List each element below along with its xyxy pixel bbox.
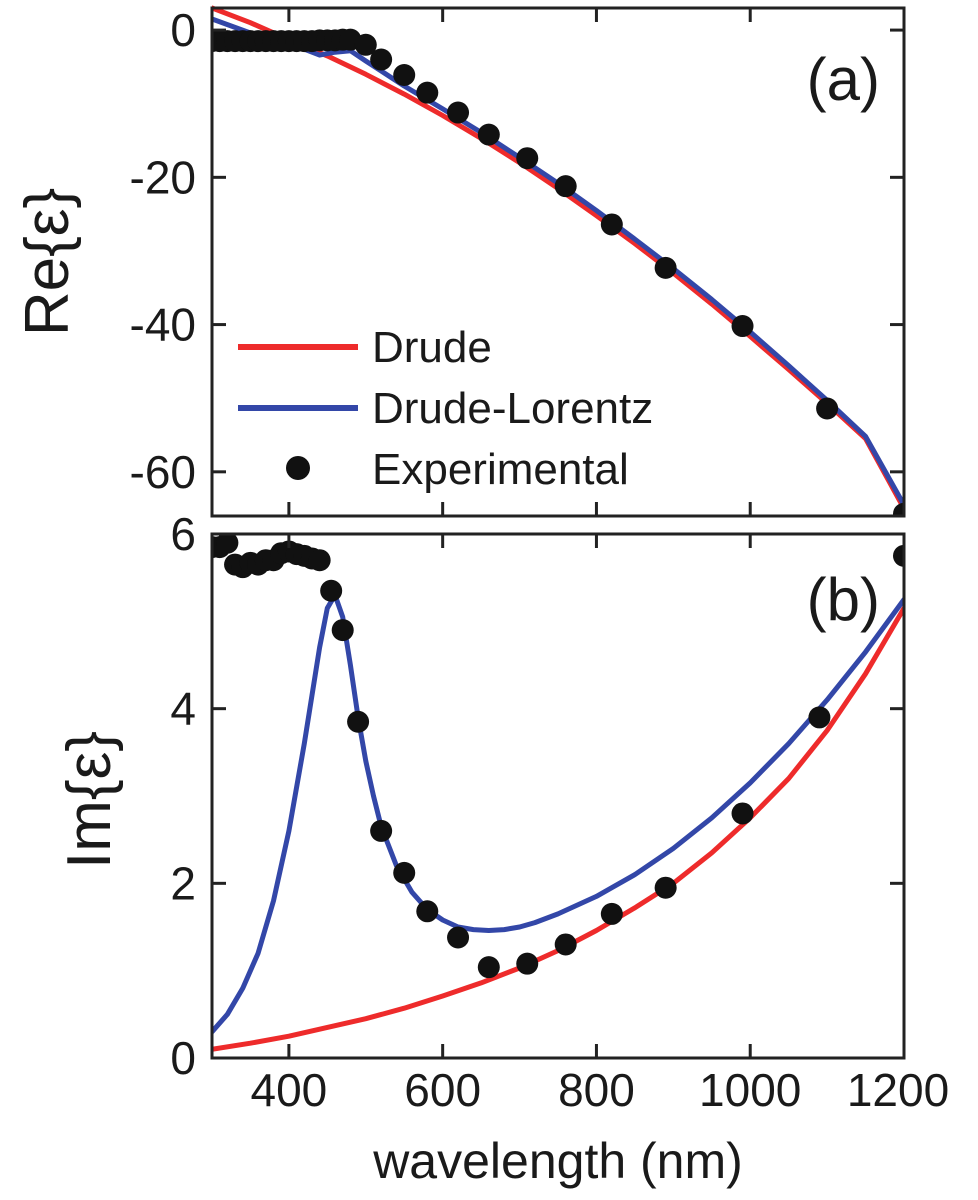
legend-label-experimental: Experimental bbox=[372, 445, 629, 494]
panel-b-experimental-point bbox=[416, 900, 439, 923]
panel-b-xtick-label: 1000 bbox=[699, 1064, 801, 1116]
panel-a-experimental-point bbox=[654, 256, 677, 279]
panel-b-xtick-label: 800 bbox=[558, 1064, 635, 1116]
panel-b-experimental-point bbox=[320, 579, 343, 602]
legend-marker-experimental bbox=[286, 456, 310, 480]
panel-a-experimental-point bbox=[370, 48, 393, 71]
panel-b-ytick-label: 0 bbox=[170, 1032, 196, 1084]
panel-b-experimental-point bbox=[516, 952, 539, 975]
panel-a-ytick-label: -60 bbox=[130, 446, 196, 498]
panel-a-experimental-point bbox=[731, 315, 754, 338]
panel-b-ytick-label: 6 bbox=[170, 508, 196, 560]
panel-b-label: (b) bbox=[807, 566, 880, 633]
panel-a-experimental-point bbox=[554, 175, 577, 198]
panel-a-ytick-label: -20 bbox=[130, 151, 196, 203]
panel-a-experimental-point bbox=[477, 123, 500, 146]
panel-a-ylabel: Re{ε} bbox=[13, 188, 82, 336]
panel-a-label: (a) bbox=[807, 46, 880, 113]
panel-a-experimental-point bbox=[816, 397, 839, 420]
panel-a-drude-line bbox=[212, 5, 904, 512]
panel-a-experimental-point bbox=[416, 81, 439, 104]
panel-a-experimental-point bbox=[354, 33, 377, 56]
panel-b-ytick-label: 4 bbox=[170, 683, 196, 735]
panel-a-ytick-label: 0 bbox=[170, 4, 196, 56]
panel-b-frame bbox=[210, 532, 906, 1060]
panel-b-xtick-label: 400 bbox=[251, 1064, 328, 1116]
panel-b-xlabel: wavelength (nm) bbox=[372, 1133, 743, 1189]
panel-a-frame bbox=[210, 6, 906, 518]
panel-a-experimental-point bbox=[393, 63, 416, 86]
panel-b-experimental-point bbox=[731, 802, 754, 825]
panel-b-experimental-point bbox=[447, 926, 470, 949]
panel-b-xtick-label: 600 bbox=[404, 1064, 481, 1116]
panel-b-experimental-point bbox=[216, 534, 239, 554]
legend-label-drude-lorentz: Drude-Lorentz bbox=[372, 384, 653, 433]
panel-b-ytick-label: 2 bbox=[170, 857, 196, 909]
panel-b-experimental-point bbox=[308, 549, 331, 572]
panel-b-experimental-point bbox=[808, 706, 831, 729]
panel-a: 0 -20 -40 -60 (a) Re{ε} Drude Drude-Lorentz… bbox=[13, 4, 906, 518]
panel-b-drude-lorentz-line bbox=[212, 592, 904, 1035]
panel-a-ytick-label: -40 bbox=[130, 299, 196, 351]
panel-b-experimental-point bbox=[370, 819, 393, 842]
panel-b-experimental-point bbox=[477, 956, 500, 979]
panel-a-drude-lorentz-line bbox=[212, 16, 904, 508]
panel-b-xtick-label: 1200 bbox=[847, 1064, 949, 1116]
panel-a-experimental-point bbox=[447, 101, 470, 124]
panel-a-experimental-point bbox=[893, 502, 904, 516]
panel-b: 0 2 4 6 400 600 800 1000 1200 (b) Im{ε} wavelen… bbox=[55, 508, 949, 1189]
legend-label-drude: Drude bbox=[372, 323, 492, 372]
panel-b-experimental-point bbox=[893, 544, 904, 567]
legend: Drude Drude-Lorentz Experimental bbox=[238, 323, 653, 494]
panel-a-experimental-point bbox=[600, 213, 623, 236]
panel-b-ylabel: Im{ε} bbox=[55, 731, 124, 869]
panel-b-experimental-point bbox=[347, 710, 370, 733]
panel-b-experimental-point bbox=[393, 861, 416, 884]
panel-b-experimental-point bbox=[654, 876, 677, 899]
panel-b-experimental-point bbox=[331, 619, 354, 642]
panel-b-experimental-point bbox=[554, 933, 577, 956]
panel-a-experimental-point bbox=[516, 147, 539, 170]
panel-b-experimental-point bbox=[600, 902, 623, 925]
